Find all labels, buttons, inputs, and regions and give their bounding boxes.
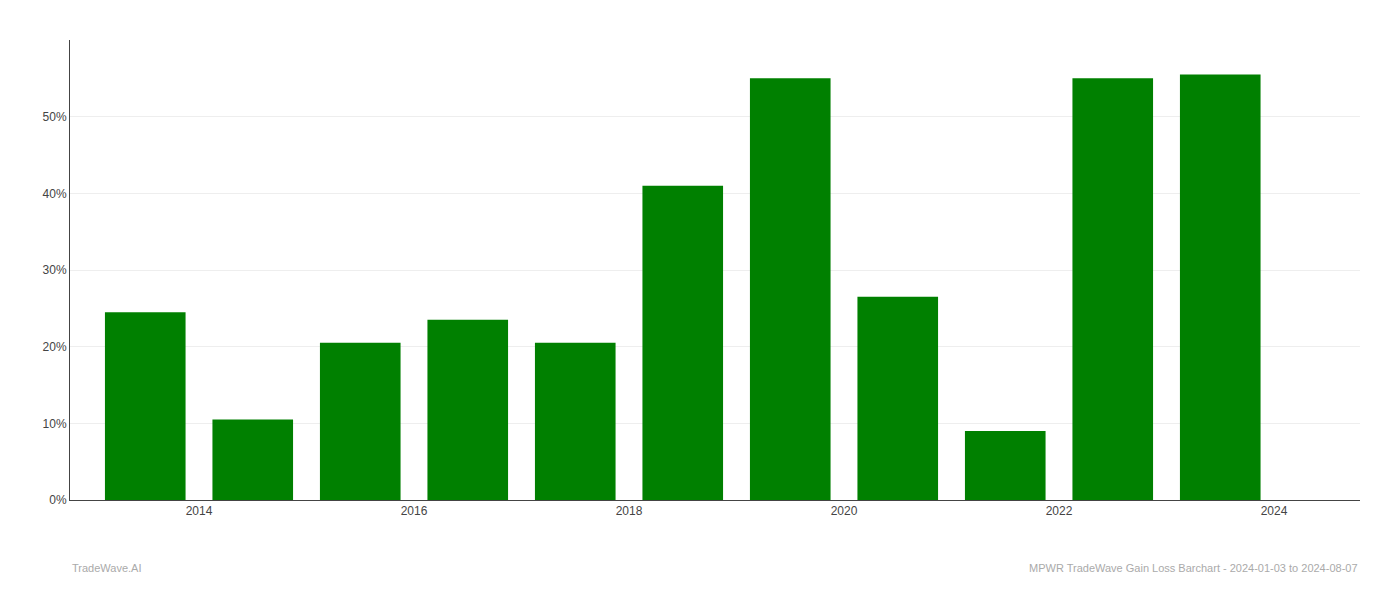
svg-text:2022: 2022 [1046, 504, 1073, 518]
svg-text:2014: 2014 [186, 504, 213, 518]
svg-text:2016: 2016 [401, 504, 428, 518]
svg-text:2018: 2018 [616, 504, 643, 518]
svg-text:30%: 30% [43, 263, 67, 277]
svg-text:0%: 0% [49, 493, 67, 507]
svg-text:20%: 20% [43, 340, 67, 354]
svg-text:50%: 50% [43, 110, 67, 124]
svg-text:TradeWave.AI: TradeWave.AI [72, 562, 142, 574]
svg-text:2020: 2020 [831, 504, 858, 518]
svg-text:40%: 40% [43, 187, 67, 201]
svg-text:MPWR TradeWave Gain Loss Barch: MPWR TradeWave Gain Loss Barchart - 2024… [1029, 562, 1358, 574]
svg-text:2024: 2024 [1261, 504, 1288, 518]
svg-text:10%: 10% [43, 417, 67, 431]
